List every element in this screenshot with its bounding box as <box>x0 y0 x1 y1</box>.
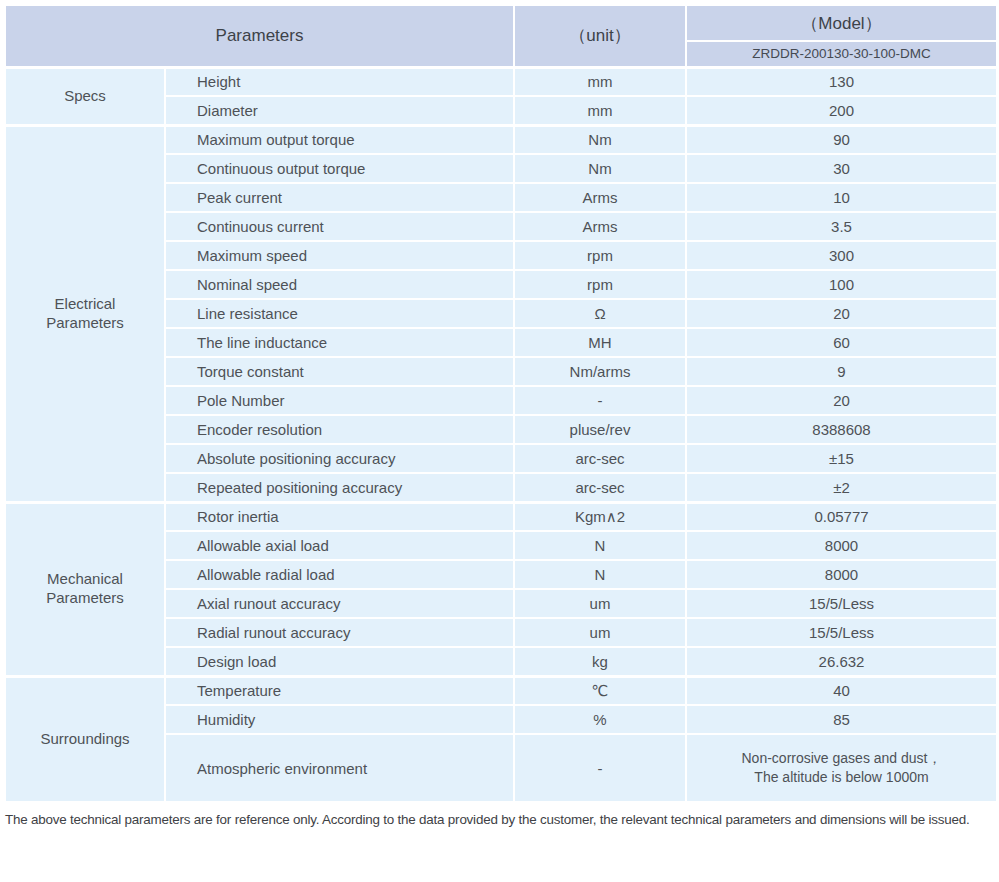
unit-cell: N <box>514 531 686 560</box>
param-cell: Humidity <box>165 705 514 734</box>
param-cell: Nominal speed <box>165 270 514 299</box>
value-cell: ±2 <box>686 473 997 502</box>
category-cell-electrical: Electrical Parameters <box>5 125 165 502</box>
unit-cell: Arms <box>514 183 686 212</box>
value-cell: 15/5/Less <box>686 589 997 618</box>
header-unit: （unit） <box>514 5 686 67</box>
value-cell: 0.05777 <box>686 502 997 531</box>
param-cell: Temperature <box>165 676 514 705</box>
unit-cell: um <box>514 618 686 647</box>
param-cell: Absolute positioning accuracy <box>165 444 514 473</box>
param-cell: Peak current <box>165 183 514 212</box>
value-cell: 20 <box>686 299 997 328</box>
unit-cell: Nm/arms <box>514 357 686 386</box>
param-cell: Height <box>165 67 514 96</box>
value-cell: 200 <box>686 96 997 125</box>
unit-cell: Nm <box>514 125 686 154</box>
param-cell: Axial runout accuracy <box>165 589 514 618</box>
param-cell: Diameter <box>165 96 514 125</box>
param-cell: Line resistance <box>165 299 514 328</box>
param-cell: Maximum output torque <box>165 125 514 154</box>
param-cell: Continuous current <box>165 212 514 241</box>
unit-cell: rpm <box>514 241 686 270</box>
value-cell: 100 <box>686 270 997 299</box>
header-parameters: Parameters <box>5 5 514 67</box>
value-cell: 300 <box>686 241 997 270</box>
footer-note: The above technical parameters are for r… <box>4 812 996 827</box>
table-row: Specs Height mm 130 <box>5 67 997 96</box>
param-cell: Atmospheric environment <box>165 734 514 802</box>
value-cell: 9 <box>686 357 997 386</box>
value-cell: 60 <box>686 328 997 357</box>
param-cell: Continuous output torque <box>165 154 514 183</box>
unit-cell: MH <box>514 328 686 357</box>
unit-cell: arc-sec <box>514 444 686 473</box>
unit-cell: um <box>514 589 686 618</box>
unit-cell: - <box>514 734 686 802</box>
param-cell: Rotor inertia <box>165 502 514 531</box>
value-cell: ±15 <box>686 444 997 473</box>
param-cell: The line inductance <box>165 328 514 357</box>
value-cell: 85 <box>686 705 997 734</box>
table-row: Electrical Parameters Maximum output tor… <box>5 125 997 154</box>
value-cell: 8000 <box>686 560 997 589</box>
table-header: Parameters （unit） （Model） ZRDDR-200130-3… <box>5 5 997 67</box>
category-cell-mechanical: Mechanical Parameters <box>5 502 165 676</box>
param-cell: Encoder resolution <box>165 415 514 444</box>
table-row: Surroundings Temperature ℃ 40 <box>5 676 997 705</box>
value-cell: Non-corrosive gases and dust， The altitu… <box>686 734 997 802</box>
unit-cell: Kgm∧2 <box>514 502 686 531</box>
unit-cell: Ω <box>514 299 686 328</box>
unit-cell: - <box>514 386 686 415</box>
header-model: （Model） <box>686 5 997 41</box>
param-cell: Allowable radial load <box>165 560 514 589</box>
param-cell: Radial runout accuracy <box>165 618 514 647</box>
unit-cell: arc-sec <box>514 473 686 502</box>
unit-cell: Nm <box>514 154 686 183</box>
param-cell: Repeated positioning accuracy <box>165 473 514 502</box>
model-number: ZRDDR-200130-30-100-DMC <box>686 41 997 67</box>
value-cell: 20 <box>686 386 997 415</box>
value-cell: 90 <box>686 125 997 154</box>
param-cell: Allowable axial load <box>165 531 514 560</box>
value-cell: 3.5 <box>686 212 997 241</box>
category-cell-surroundings: Surroundings <box>5 676 165 802</box>
param-cell: Maximum speed <box>165 241 514 270</box>
unit-cell: mm <box>514 67 686 96</box>
value-cell: 130 <box>686 67 997 96</box>
value-cell: 8000 <box>686 531 997 560</box>
value-cell: 40 <box>686 676 997 705</box>
parameters-table: Parameters （unit） （Model） ZRDDR-200130-3… <box>4 4 998 803</box>
value-line-1: Non-corrosive gases and dust， <box>687 749 996 768</box>
unit-cell: ℃ <box>514 676 686 705</box>
value-cell: 26.632 <box>686 647 997 676</box>
value-cell: 15/5/Less <box>686 618 997 647</box>
unit-cell: Arms <box>514 212 686 241</box>
value-cell: 30 <box>686 154 997 183</box>
spec-sheet-page: Parameters （unit） （Model） ZRDDR-200130-3… <box>0 0 999 827</box>
param-cell: Torque constant <box>165 357 514 386</box>
table-row: Mechanical Parameters Rotor inertia Kgm∧… <box>5 502 997 531</box>
param-cell: Design load <box>165 647 514 676</box>
param-cell: Pole Number <box>165 386 514 415</box>
unit-cell: rpm <box>514 270 686 299</box>
unit-cell: % <box>514 705 686 734</box>
unit-cell: pluse/rev <box>514 415 686 444</box>
unit-cell: N <box>514 560 686 589</box>
value-cell: 8388608 <box>686 415 997 444</box>
category-cell-specs: Specs <box>5 67 165 125</box>
unit-cell: mm <box>514 96 686 125</box>
value-cell: 10 <box>686 183 997 212</box>
value-line-2: The altitude is below 1000m <box>687 768 996 787</box>
unit-cell: kg <box>514 647 686 676</box>
